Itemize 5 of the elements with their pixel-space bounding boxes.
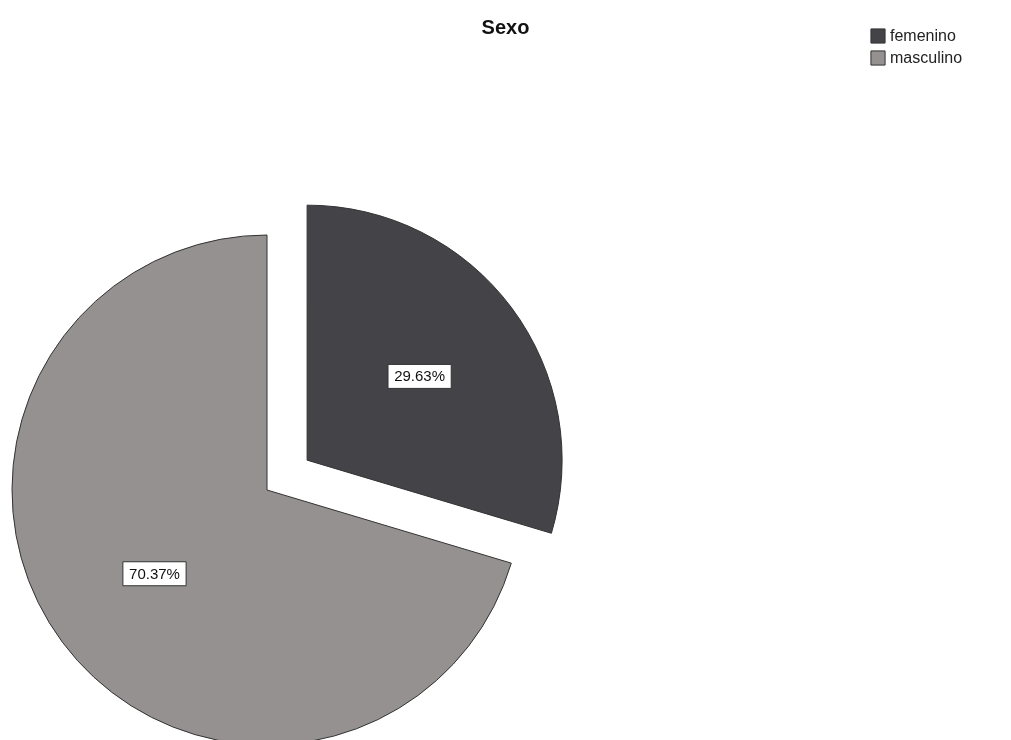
chart-title: Sexo: [481, 16, 530, 38]
legend-label: masculino: [890, 49, 963, 66]
data-label: 70.37%: [129, 564, 180, 582]
legend-label: femenino: [890, 27, 956, 44]
data-label: 29.63%: [394, 367, 446, 385]
